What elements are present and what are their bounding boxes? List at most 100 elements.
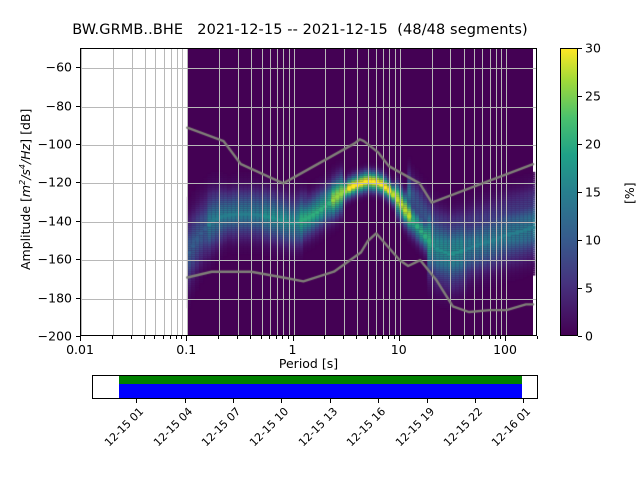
x-axis-tick bbox=[495, 336, 496, 339]
x-axis-tick bbox=[181, 336, 182, 339]
x-axis-tick bbox=[80, 336, 81, 341]
x-axis-tick bbox=[237, 336, 238, 339]
y-axis-tick-label: −60 bbox=[45, 59, 72, 75]
timeline-tick bbox=[475, 399, 476, 403]
x-axis-tick bbox=[537, 336, 538, 339]
x-axis-tick bbox=[375, 336, 376, 339]
timeline-tick-label: 12-15 19 bbox=[392, 404, 437, 450]
y-axis-tick bbox=[75, 259, 80, 260]
colorbar[interactable] bbox=[560, 48, 578, 336]
x-axis-tick-label: 0.1 bbox=[176, 342, 197, 357]
y-axis-tick-label: −80 bbox=[45, 98, 72, 114]
y-axis-tick-label: −180 bbox=[37, 290, 72, 306]
x-axis-tick bbox=[394, 336, 395, 339]
colorbar-tick bbox=[578, 240, 582, 241]
timeline-bar-data-coverage[interactable] bbox=[119, 376, 522, 384]
x-axis-tick bbox=[276, 336, 277, 339]
colorbar-tick bbox=[578, 48, 582, 49]
timeline-tick-label: 12-15 10 bbox=[247, 404, 292, 450]
x-axis-tick bbox=[463, 336, 464, 339]
x-axis-tick bbox=[500, 336, 501, 339]
timeline-tick-label: 12-15 16 bbox=[344, 404, 389, 450]
x-axis-tick bbox=[186, 336, 187, 341]
ppsd-plot-clip bbox=[81, 49, 536, 335]
timeline-tick bbox=[136, 399, 137, 403]
x-axis-tick-label: 1 bbox=[288, 342, 297, 357]
x-axis-tick bbox=[163, 336, 164, 339]
colorbar-tick-label: 15 bbox=[585, 184, 601, 200]
noise-model-curves bbox=[81, 49, 536, 335]
timeline-tick-label: 12-15 01 bbox=[102, 404, 147, 450]
y-axis-tick bbox=[75, 67, 80, 68]
colorbar-tick bbox=[578, 336, 582, 337]
timeline-tick-label: 12-15 22 bbox=[440, 404, 486, 450]
timeline-tick bbox=[281, 399, 282, 403]
x-axis-tick bbox=[112, 336, 113, 339]
y-axis-tick-label: −200 bbox=[37, 328, 72, 344]
y-axis-tick-label: −160 bbox=[37, 251, 72, 267]
y-axis-tick bbox=[75, 106, 80, 107]
y-axis-tick bbox=[75, 221, 80, 222]
x-axis-tick bbox=[343, 336, 344, 339]
x-axis-tick bbox=[473, 336, 474, 339]
x-axis-tick bbox=[324, 336, 325, 339]
y-axis-tick-label: −140 bbox=[37, 213, 72, 229]
x-axis-tick-label: 100 bbox=[493, 342, 517, 357]
y-axis-tick-label: −100 bbox=[37, 136, 72, 152]
timeline-tick-label: 12-16 01 bbox=[489, 404, 534, 450]
y-axis-tick bbox=[75, 144, 80, 145]
colorbar-tick-label: 25 bbox=[585, 88, 601, 104]
colorbar-tick-label: 0 bbox=[585, 328, 593, 344]
timeline-tick bbox=[185, 399, 186, 403]
timeline-tick bbox=[330, 399, 331, 403]
timeline-tick-label: 12-15 07 bbox=[198, 404, 244, 450]
page-title: BW.GRMB..BHE 2021-12-15 -- 2021-12-15 (4… bbox=[72, 22, 528, 38]
x-axis-tick bbox=[250, 336, 251, 339]
x-axis-label: Period [s] bbox=[278, 356, 339, 371]
timeline-tick bbox=[523, 399, 524, 403]
y-axis-label: Amplitude [m2/s4/Hz] [dB] bbox=[18, 108, 34, 270]
colorbar-tick-label: 20 bbox=[585, 136, 601, 152]
colorbar-tick-label: 30 bbox=[585, 40, 601, 56]
y-axis-tick bbox=[75, 298, 80, 299]
x-axis-tick bbox=[293, 336, 294, 341]
colorbar-label: [%] bbox=[622, 182, 637, 204]
y-axis-tick-label: −120 bbox=[37, 174, 72, 190]
colorbar-tick bbox=[578, 144, 582, 145]
x-axis-tick bbox=[399, 336, 400, 341]
timeline-tick-label: 12-15 13 bbox=[295, 404, 340, 450]
colorbar-tick bbox=[578, 96, 582, 97]
y-axis-tick bbox=[75, 182, 80, 183]
x-axis-tick bbox=[481, 336, 482, 339]
x-axis-tick bbox=[367, 336, 368, 339]
x-axis-tick bbox=[382, 336, 383, 339]
timeline-tick bbox=[427, 399, 428, 403]
timeline-tick bbox=[378, 399, 379, 403]
timeline-bar-psd-segments[interactable] bbox=[119, 383, 522, 398]
colorbar-tick-label: 5 bbox=[585, 280, 593, 296]
x-axis-tick bbox=[144, 336, 145, 339]
x-axis-tick bbox=[176, 336, 177, 339]
x-axis-tick bbox=[489, 336, 490, 339]
x-axis-tick bbox=[170, 336, 171, 339]
x-axis-tick-label: 0.01 bbox=[66, 342, 94, 357]
x-axis-tick bbox=[505, 336, 506, 341]
x-axis-tick-label: 10 bbox=[390, 342, 407, 357]
x-axis-tick bbox=[288, 336, 289, 339]
timeline-clip bbox=[93, 376, 537, 398]
timeline-tick-label: 12-15 04 bbox=[150, 404, 195, 450]
x-axis-tick bbox=[431, 336, 432, 339]
x-axis-tick bbox=[218, 336, 219, 339]
timeline-tick bbox=[233, 399, 234, 403]
x-axis-tick bbox=[282, 336, 283, 339]
x-axis-tick bbox=[388, 336, 389, 339]
x-axis-tick bbox=[261, 336, 262, 339]
timeline-axes[interactable] bbox=[92, 375, 538, 399]
x-axis-tick bbox=[449, 336, 450, 339]
ppsd-plot-axes[interactable] bbox=[80, 48, 537, 336]
colorbar-tick bbox=[578, 288, 582, 289]
x-axis-tick bbox=[154, 336, 155, 339]
x-axis-tick bbox=[269, 336, 270, 339]
x-axis-tick bbox=[356, 336, 357, 339]
